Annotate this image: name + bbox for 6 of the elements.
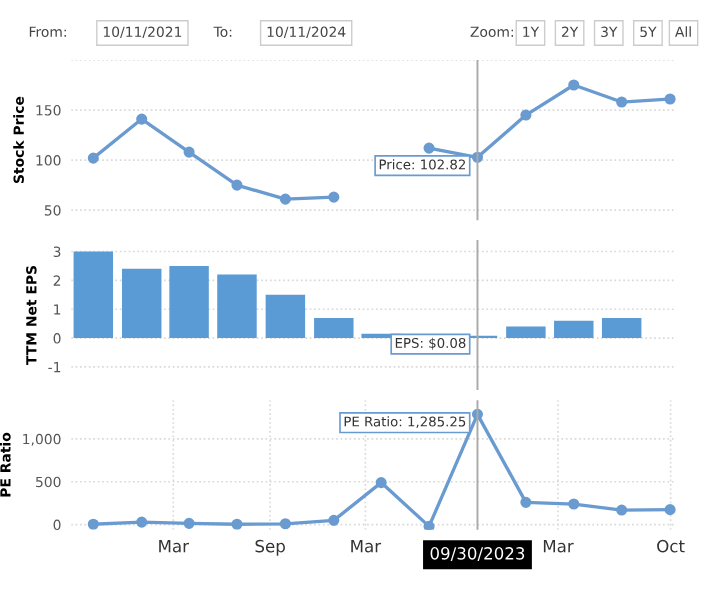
x-tick-label: Mar [543, 540, 574, 553]
x-tick-label: Oct [657, 539, 685, 553]
x-tick-label: Mar [351, 540, 382, 553]
x-tick-label: Sep [255, 539, 285, 556]
x-tick-label: Mar [159, 540, 190, 553]
ref-line-label: 09/30/2023 [430, 547, 525, 561]
